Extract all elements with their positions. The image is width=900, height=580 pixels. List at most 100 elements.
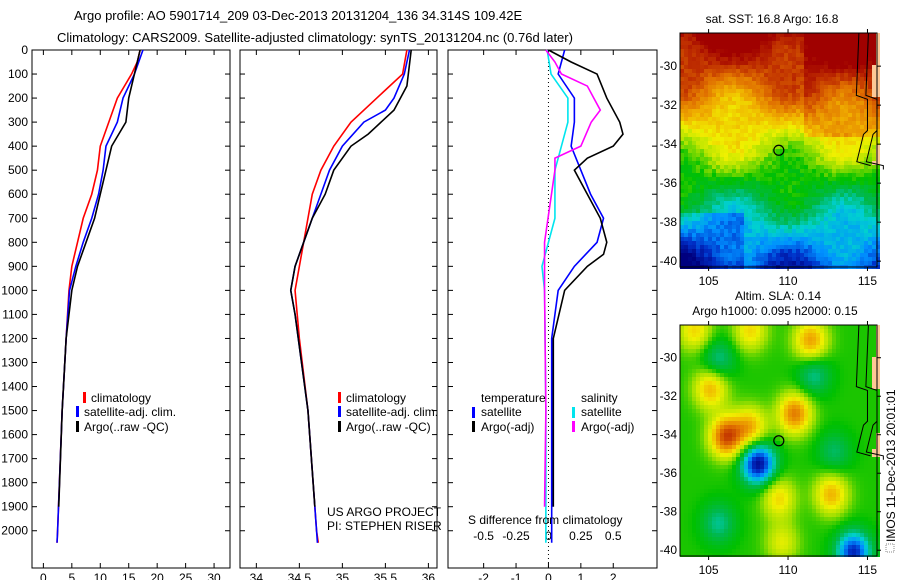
lon-tick-label: 115 <box>858 563 877 577</box>
legend-label: Argo(-adj) <box>581 420 634 434</box>
legend-label: satellite <box>581 405 622 419</box>
legend-swatch-s-satellite <box>572 407 575 418</box>
project-label: US ARGO PROJECT <box>327 505 442 519</box>
legend-label: satellite-adj. clim. <box>346 405 438 419</box>
s-tick-label: 0.5 <box>605 529 622 543</box>
x-tick-label: 25 <box>179 571 193 580</box>
legend-swatch-t-argo <box>472 421 475 432</box>
lat-tick-label: -40 <box>660 254 678 268</box>
sla-title-line-2: Argo h1000: 0.095 h2000: 0.15 <box>692 304 858 318</box>
shelf-contour <box>855 324 871 457</box>
legend-label: Argo(..raw -QC) <box>84 420 169 434</box>
y-tick-label: 300 <box>8 115 28 129</box>
s-tick-label: -0.25 <box>502 529 530 543</box>
lat-tick-label: -30 <box>660 351 678 365</box>
argo-location-marker <box>773 144 785 156</box>
x-tick-label: 1 <box>578 571 585 580</box>
series-line-t-argo-adj- <box>548 49 624 507</box>
title-line-2: Climatology: CARS2009. Satellite-adjuste… <box>57 30 573 45</box>
x-tick-label: 15 <box>122 571 136 580</box>
lon-tick-label: 110 <box>778 563 797 577</box>
imos-logo-icon <box>885 543 895 553</box>
legend-swatch-argo <box>76 421 79 432</box>
map-cells <box>680 325 880 557</box>
lon-tick-label: 110 <box>778 274 797 288</box>
y-tick-label: 1700 <box>1 452 28 466</box>
y-tick-label: 1900 <box>1 500 28 514</box>
x-tick-label: 34 <box>250 571 264 580</box>
x-tick-label: -2 <box>478 571 489 580</box>
footer-text: IMOS 11-Dec-2013 20:01:01 <box>884 389 898 542</box>
legend-swatch-satellite <box>76 406 79 417</box>
legend-heading-salinity: salinity <box>581 391 618 405</box>
legend-label: Argo(..raw -QC) <box>346 420 431 434</box>
lat-tick-label: -36 <box>660 176 678 190</box>
y-tick-label: 400 <box>8 139 28 153</box>
y-tick-label: 800 <box>8 235 28 249</box>
difference-panel: -2-1012T difference from climatology-0.5… <box>447 49 658 580</box>
lon-tick-label: 115 <box>858 274 877 288</box>
lat-tick-label: -34 <box>660 137 678 151</box>
x-tick-label: 5 <box>68 571 75 580</box>
legend-label: satellite <box>481 405 522 419</box>
x-tick-label: 35 <box>336 571 350 580</box>
temperature-panel: 0 5 10 15 20 25 300100200300400500600700800900… <box>1 43 231 580</box>
series-line-t-satellite <box>550 49 605 543</box>
y-tick-label: 1600 <box>1 428 28 442</box>
s-tick-label: -0.5 <box>473 529 494 543</box>
x-tick-label: 36 <box>422 571 436 580</box>
y-tick-label: 500 <box>8 163 28 177</box>
legend-swatch-t-satellite <box>472 407 475 418</box>
plot-frame <box>447 49 658 569</box>
lat-tick-label: -30 <box>660 59 678 73</box>
x-tick-label: 0 <box>40 571 47 580</box>
lat-tick-label: -38 <box>660 505 678 519</box>
lat-tick-label: -36 <box>660 466 678 480</box>
legend-swatch-argo <box>338 421 341 432</box>
pi-label: PI: STEPHEN RISER <box>327 519 442 533</box>
x-tick-label: 0 <box>545 571 552 580</box>
y-tick-label: 1000 <box>1 283 28 297</box>
legend-label: satellite-adj. clim. <box>84 405 176 419</box>
legend-swatch-climatology <box>83 392 86 403</box>
lon-tick-label: 105 <box>699 274 719 288</box>
y-tick-label: 700 <box>8 211 28 225</box>
salinity-legend: climatology satellite-adj. clim. Argo(..… <box>338 391 438 434</box>
lat-tick-label: -32 <box>660 98 678 112</box>
x-tick-label: 2 <box>610 571 617 580</box>
legend-swatch-climatology <box>338 392 341 403</box>
x-tick-label: 34.5 <box>288 571 312 580</box>
y-tick-label: 1800 <box>1 476 28 490</box>
series-line-argo-raw-qc- <box>57 49 141 507</box>
x-tick-label: 10 <box>94 571 108 580</box>
x-tick-label: 30 <box>207 571 221 580</box>
lat-tick-label: -38 <box>660 215 678 229</box>
lat-tick-label: -40 <box>660 543 678 557</box>
legend-label: climatology <box>91 391 151 405</box>
y-tick-label: 1400 <box>1 380 28 394</box>
x-tick-label: 20 <box>150 571 164 580</box>
sst-map: 105 110 115 -30 -32 -34 -36 -38 -40 <box>660 29 884 288</box>
y-tick-label: 100 <box>8 67 28 81</box>
series-line-argo-raw-qc- <box>289 49 412 507</box>
y-tick-label: 1500 <box>1 404 28 418</box>
s-tick-label: 0 <box>545 529 552 543</box>
shelf-contour <box>855 32 871 167</box>
legend-swatch-satellite <box>338 406 341 417</box>
legend-label: Argo(-adj) <box>481 420 534 434</box>
difference-legend: temperature salinity satellite Argo(-adj… <box>472 391 634 434</box>
series-line-s-argo-adj- <box>543 49 602 507</box>
lat-tick-label: -34 <box>660 428 678 442</box>
sla-title-line-1: Altim. SLA: 0.14 <box>735 289 821 303</box>
imos-footer: IMOS 11-Dec-2013 20:01:01 <box>884 389 898 553</box>
y-tick-label: 900 <box>8 259 28 273</box>
s-axis-label: S difference from climatology <box>468 513 623 527</box>
legend-swatch-s-argo <box>572 421 575 432</box>
x-tick-label: 35.5 <box>374 571 398 580</box>
plot-frame <box>239 49 438 569</box>
lat-tick-label: -32 <box>660 389 678 403</box>
plot-frame <box>31 49 231 569</box>
